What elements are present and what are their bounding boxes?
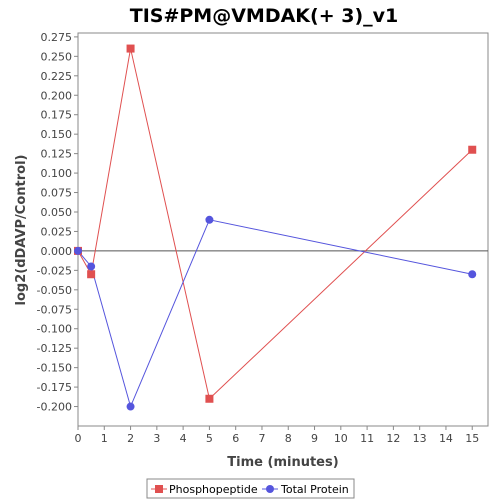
x-axis-label: Time (minutes) xyxy=(227,455,338,470)
y-tick-label: 0.025 xyxy=(41,225,73,238)
x-tick-label: 15 xyxy=(465,432,479,445)
y-tick-label: -0.100 xyxy=(37,323,72,336)
legend-marker-phosphopeptide xyxy=(155,485,163,493)
plot-area xyxy=(77,32,489,427)
data-point-phosphopeptide xyxy=(87,270,96,279)
y-tick-label: 0.075 xyxy=(41,187,73,200)
x-tick-label: 9 xyxy=(311,432,318,445)
data-point-total-protein xyxy=(74,246,82,255)
x-tick-label: 11 xyxy=(360,432,374,445)
legend: Phosphopeptide Total Protein xyxy=(146,478,355,499)
y-tick-label: -0.125 xyxy=(37,342,72,355)
x-tick-label: 10 xyxy=(334,432,348,445)
y-tick-label: -0.075 xyxy=(37,303,72,316)
x-axis: 0 1 2 3 4 5 6 7 8 9 10 11 12 13 14 15 xyxy=(75,426,479,445)
y-axis: -0.200 -0.175 -0.150 -0.125 -0.100 -0.075 -0.0… xyxy=(37,31,78,414)
chart-title: TIS#PM@VMDAK(+ 3)_v1 xyxy=(130,5,399,27)
data-point-total-protein xyxy=(468,270,477,279)
legend-box xyxy=(146,478,355,499)
data-point-phosphopeptide xyxy=(126,44,135,53)
y-tick-label: -0.150 xyxy=(37,362,72,375)
y-tick-label: -0.200 xyxy=(37,401,72,414)
legend-label-total-protein: Total Protein xyxy=(280,483,349,496)
x-tick-label: 6 xyxy=(232,432,239,445)
data-point-total-protein xyxy=(205,215,214,224)
data-point-total-protein xyxy=(126,402,135,411)
y-tick-label: 0.050 xyxy=(41,206,73,219)
y-tick-label: -0.025 xyxy=(37,264,72,277)
x-tick-label: 12 xyxy=(386,432,400,445)
x-tick-label: 0 xyxy=(75,432,82,445)
x-tick-label: 8 xyxy=(285,432,292,445)
y-axis-label: log2(dDAVP/Control) xyxy=(14,155,29,306)
x-tick-label: 14 xyxy=(439,432,453,445)
y-tick-label: 0.150 xyxy=(41,128,73,141)
y-tick-label: 0.200 xyxy=(41,89,73,102)
y-tick-label: 0.275 xyxy=(41,31,73,44)
x-tick-label: 13 xyxy=(413,432,427,445)
x-tick-label: 2 xyxy=(127,432,134,445)
y-tick-label: 0.100 xyxy=(41,167,73,180)
legend-marker-total-protein xyxy=(266,485,274,493)
x-tick-label: 4 xyxy=(180,432,187,445)
x-tick-label: 7 xyxy=(258,432,265,445)
series-points xyxy=(74,44,477,411)
y-tick-label: -0.175 xyxy=(37,381,72,394)
data-point-total-protein xyxy=(87,262,96,271)
data-point-phosphopeptide xyxy=(468,145,477,154)
y-tick-label: 0.125 xyxy=(41,148,73,161)
x-tick-label: 3 xyxy=(153,432,160,445)
data-point-phosphopeptide xyxy=(205,394,214,403)
y-tick-label: 0.250 xyxy=(41,50,73,63)
x-tick-label: 5 xyxy=(206,432,213,445)
y-tick-label: -0.050 xyxy=(37,284,72,297)
x-tick-label: 1 xyxy=(101,432,108,445)
y-tick-label: 0.175 xyxy=(41,109,73,122)
y-tick-label: 0.000 xyxy=(41,245,73,258)
legend-label-phosphopeptide: Phosphopeptide xyxy=(169,483,258,496)
y-tick-label: 0.225 xyxy=(41,70,73,83)
